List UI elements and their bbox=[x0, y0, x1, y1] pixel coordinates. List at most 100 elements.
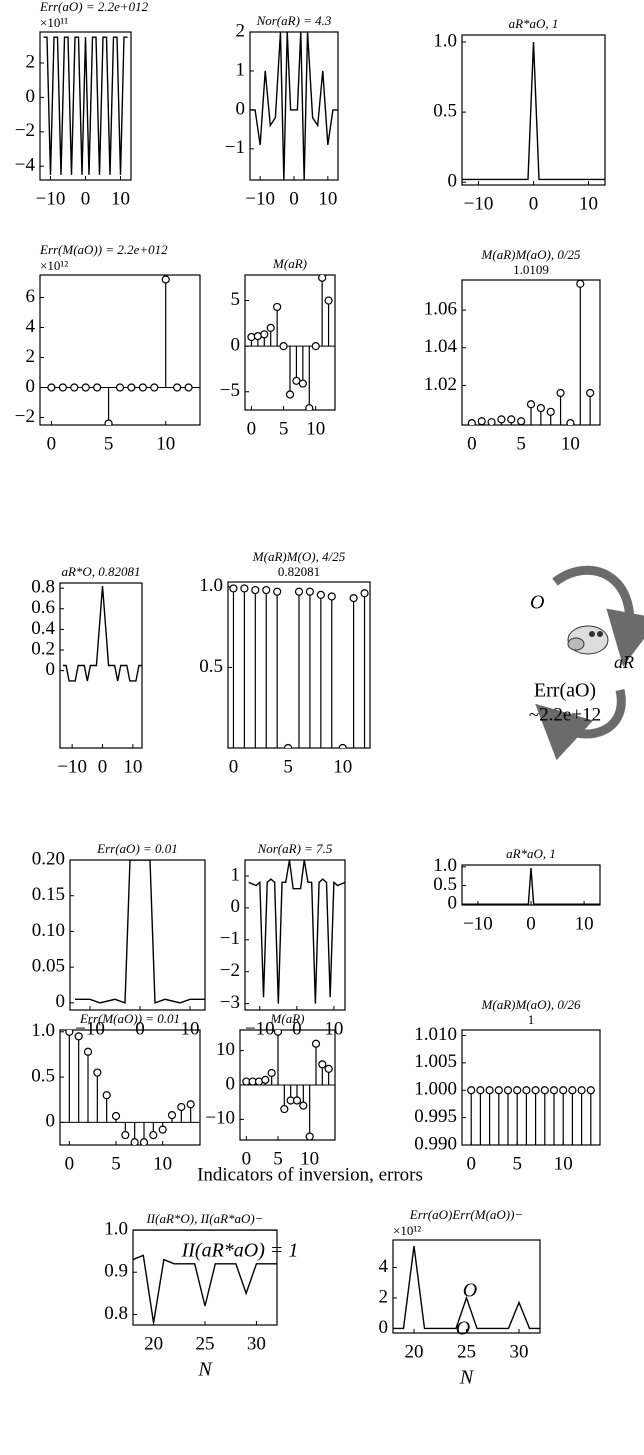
panel: 1.0 0.5 0 5 10 M(aR)M(O), 4/250.82081 bbox=[199, 549, 371, 777]
stem-marker bbox=[311, 342, 320, 351]
stem-marker bbox=[177, 1102, 186, 1112]
panel-title: aR*aO, 1 bbox=[509, 16, 559, 31]
x-tick-label: −10 bbox=[75, 1018, 105, 1039]
stem-marker bbox=[566, 419, 575, 425]
panel-title: Nor(aR) = 7.5 bbox=[257, 841, 333, 856]
y-tick-label: 1.02 bbox=[424, 374, 457, 395]
y-tick-label: 1 bbox=[236, 59, 246, 80]
y-tick-label: 0 bbox=[448, 893, 458, 914]
y-tick-label: −10 bbox=[205, 1108, 235, 1129]
x-tick-label: 30 bbox=[510, 1341, 529, 1362]
annotation: O bbox=[463, 1280, 477, 1302]
y-tick-label: 0 bbox=[236, 98, 246, 119]
stem-marker bbox=[273, 1030, 283, 1036]
stem-marker bbox=[517, 417, 526, 425]
y-tick-label: 2 bbox=[379, 1286, 389, 1307]
panel: 5 0 −5 0 5 10 M(aR) bbox=[220, 256, 336, 439]
x-tick-label: 0 bbox=[135, 1018, 145, 1039]
stem-marker bbox=[299, 1101, 308, 1110]
figure-caption: Indicators of inversion, errors bbox=[197, 1164, 423, 1185]
y-tick-label: 0 bbox=[26, 376, 36, 397]
data-line bbox=[462, 867, 600, 905]
panel: 0.20 0.15 0.10 0.05 0 −10 0 10 Err(aO) = 0.01 bbox=[32, 841, 206, 1039]
stem-marker bbox=[149, 1130, 158, 1140]
stem-marker bbox=[503, 1086, 513, 1095]
stem-marker bbox=[111, 1111, 121, 1121]
x-tick-label: −10 bbox=[36, 188, 66, 209]
y-tick-label: 4 bbox=[379, 1256, 389, 1277]
plot-area bbox=[248, 860, 345, 1004]
panel-title: M(aR) bbox=[272, 256, 307, 271]
y-tick-label: 1.0 bbox=[433, 855, 457, 876]
axes-frame bbox=[69, 859, 206, 1011]
y-tick-label: 0.20 bbox=[32, 848, 65, 869]
y-tick-label: 2 bbox=[26, 51, 36, 72]
stem-marker bbox=[70, 383, 79, 392]
y-tick-label: 1.0 bbox=[31, 1020, 55, 1041]
panel-title: M(aR)M(aO), 0/25 bbox=[481, 247, 581, 262]
stem-marker bbox=[327, 592, 336, 601]
diagram-label: aR bbox=[614, 652, 634, 672]
x-tick-label: 10 bbox=[156, 433, 175, 454]
x-tick-label: 25 bbox=[457, 1341, 476, 1362]
x-tick-label: 0 bbox=[98, 756, 108, 777]
stem-marker bbox=[467, 419, 476, 425]
plot-area bbox=[133, 1230, 277, 1324]
data-line bbox=[63, 586, 142, 682]
y-tick-label: 6 bbox=[26, 286, 36, 307]
stem-marker bbox=[586, 1086, 595, 1095]
x-tick-label: 10 bbox=[181, 1018, 200, 1039]
plot-area bbox=[228, 584, 370, 748]
x-tick-label: 10 bbox=[111, 188, 130, 209]
plot-area bbox=[393, 1246, 540, 1330]
stem-marker bbox=[324, 1064, 333, 1073]
x-tick-label: 0 bbox=[466, 1153, 476, 1174]
y-tick-label: −2 bbox=[220, 960, 240, 981]
stem-marker bbox=[467, 1086, 476, 1095]
stem-marker bbox=[556, 388, 565, 398]
x-tick-label: 10 bbox=[324, 1018, 343, 1039]
plot-area bbox=[40, 275, 200, 425]
panel: 1.010 1.005 1.000 0.995 0.990 0 5 10 M(aR)M(aO),… bbox=[414, 997, 601, 1174]
x-tick-label: 0 bbox=[247, 418, 257, 439]
stem-marker bbox=[251, 585, 260, 595]
stem-marker bbox=[93, 383, 102, 392]
y-tick-label: 1.06 bbox=[424, 298, 457, 319]
panel-subtitle: 0.82081 bbox=[278, 564, 320, 579]
stem-marker bbox=[229, 584, 238, 593]
y-tick-label: 5 bbox=[231, 289, 241, 310]
x-tick-label: 0 bbox=[292, 1018, 302, 1039]
x-tick-label: 5 bbox=[279, 418, 289, 439]
panel: 100−100 5 10M(aR) bbox=[205, 1011, 336, 1169]
x-tick-label: 0 bbox=[242, 1148, 252, 1169]
plot-area bbox=[250, 32, 338, 180]
stem-marker bbox=[536, 403, 545, 413]
stem-marker bbox=[262, 585, 271, 595]
y-tick-label: 0 bbox=[379, 1317, 389, 1338]
x-tick-label: −10 bbox=[463, 913, 493, 934]
y-tick-label: 2 bbox=[26, 346, 36, 367]
stem-marker bbox=[65, 1030, 74, 1036]
x-tick-label: −10 bbox=[464, 193, 494, 214]
x-tick-label: 0 bbox=[467, 433, 477, 454]
panel-title: M(aR)M(O), 4/25 bbox=[252, 549, 346, 564]
stem-marker bbox=[298, 379, 307, 388]
panel-title: II(aR*O), II(aR*aO)− bbox=[145, 1211, 263, 1226]
y-tick-label: −2 bbox=[15, 120, 35, 141]
x-tick-label: 10 bbox=[318, 188, 337, 209]
y-tick-label: 0.5 bbox=[31, 1065, 55, 1086]
stem-marker bbox=[531, 1086, 540, 1095]
diagram-label: Err(aO) bbox=[534, 680, 596, 702]
stem-marker bbox=[485, 1086, 494, 1095]
stem-marker bbox=[318, 1060, 327, 1069]
x-tick-label: 10 bbox=[153, 1153, 172, 1174]
panel-title: Err(aO) = 2.2e+012 bbox=[39, 0, 149, 14]
stem-marker bbox=[267, 1068, 276, 1078]
x-label: N bbox=[459, 1367, 475, 1389]
stem-marker bbox=[494, 1086, 503, 1095]
x-tick-label: 20 bbox=[405, 1341, 424, 1362]
